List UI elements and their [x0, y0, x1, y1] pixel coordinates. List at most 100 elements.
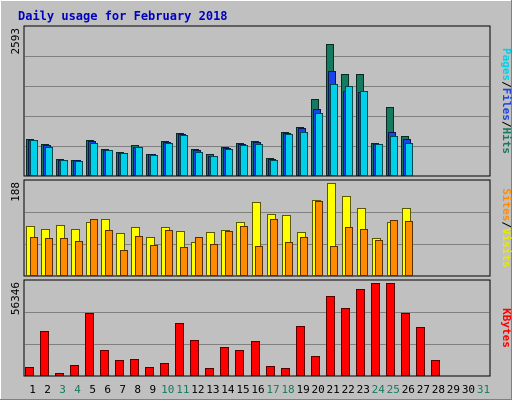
- bar-sites-day-21: [330, 246, 338, 276]
- x-tick-label-day-12: 12: [191, 383, 204, 396]
- bar-pages-day-3: [60, 160, 68, 176]
- bar-sites-day-15: [240, 226, 248, 276]
- x-tick-label-day-31: 31: [477, 383, 490, 396]
- legend-part: Pages: [500, 48, 512, 81]
- bar-kbytes-day-16: [251, 341, 260, 376]
- bar-sites-day-11: [180, 247, 188, 276]
- bar-sites-day-3: [60, 238, 68, 276]
- x-tick-label-day-23: 23: [357, 383, 370, 396]
- series-legend-label: KBytes: [500, 308, 512, 348]
- bar-pages-day-20: [315, 113, 323, 176]
- x-tick-label-day-13: 13: [206, 383, 219, 396]
- x-tick-label-day-15: 15: [236, 383, 249, 396]
- bar-sites-day-5: [90, 219, 98, 276]
- x-axis-labels: 1 2 3 4 5 6 7 8 9 10 11 12 13 14 15 16 17 18 19 20 21 22 23 24 2…: [29, 383, 490, 396]
- legend-part: Hits: [500, 128, 512, 155]
- bar-pages-day-1: [30, 140, 38, 176]
- x-tick-label-day-4: 4: [74, 383, 81, 396]
- series-sites: [30, 201, 413, 276]
- bar-pages-day-6: [105, 150, 113, 176]
- x-tick-label-day-11: 11: [176, 383, 189, 396]
- bar-kbytes-day-27: [416, 327, 425, 376]
- bar-kbytes-day-14: [220, 347, 229, 376]
- bar-kbytes-day-3: [55, 373, 64, 376]
- bar-sites-day-20: [315, 201, 323, 276]
- legend-part: Visits: [500, 228, 512, 268]
- bar-pages-day-22: [345, 86, 353, 176]
- x-tick-label-day-5: 5: [89, 383, 96, 396]
- bar-sites-day-10: [165, 230, 173, 276]
- series-legend-label: Pages/Files/Hits: [500, 48, 512, 154]
- bar-kbytes-day-21: [326, 296, 335, 376]
- bar-sites-day-19: [300, 237, 308, 276]
- x-tick-label-day-21: 21: [327, 383, 340, 396]
- bar-sites-day-9: [150, 245, 158, 276]
- bar-sites-day-22: [345, 227, 353, 276]
- chart-panel-3: 56346 KBytes: [9, 279, 512, 377]
- x-tick-label-day-3: 3: [59, 383, 66, 396]
- bar-sites-day-23: [360, 229, 368, 276]
- series-legend-label: Sites/Visits: [500, 188, 512, 268]
- x-tick-label-day-30: 30: [462, 383, 475, 396]
- x-tick-label-day-2: 2: [44, 383, 51, 396]
- x-tick-label-day-26: 26: [402, 383, 415, 396]
- x-tick-label-day-14: 14: [221, 383, 235, 396]
- bar-pages-day-14: [225, 149, 233, 176]
- bar-sites-day-14: [225, 231, 233, 276]
- bar-kbytes-day-1: [25, 367, 34, 376]
- bar-kbytes-day-18: [281, 368, 290, 376]
- bar-pages-day-24: [375, 144, 383, 176]
- bar-sites-day-16: [255, 246, 263, 276]
- x-tick-label-day-27: 27: [417, 383, 430, 396]
- x-tick-label-day-7: 7: [119, 383, 126, 396]
- chart-title: Daily usage for February 2018: [18, 9, 228, 23]
- bar-sites-day-12: [195, 237, 203, 276]
- bar-pages-day-5: [90, 143, 98, 176]
- x-tick-label-day-20: 20: [312, 383, 325, 396]
- bar-pages-day-2: [45, 147, 53, 176]
- bar-pages-day-9: [150, 155, 158, 176]
- bar-pages-day-16: [255, 144, 263, 176]
- bar-kbytes-day-25: [386, 283, 395, 376]
- bar-sites-day-24: [375, 240, 383, 276]
- bar-kbytes-day-17: [266, 366, 275, 376]
- legend-part: KBytes: [500, 308, 512, 348]
- bar-kbytes-day-20: [311, 356, 320, 376]
- bar-pages-day-23: [360, 91, 368, 176]
- bar-pages-day-4: [75, 161, 83, 176]
- x-tick-label-day-24: 24: [372, 383, 386, 396]
- bar-kbytes-day-8: [130, 359, 139, 376]
- bar-pages-day-12: [195, 152, 203, 176]
- bar-pages-day-15: [240, 145, 248, 176]
- bar-pages-day-7: [120, 153, 128, 176]
- series-kbytes: [25, 283, 440, 376]
- x-tick-label-day-17: 17: [266, 383, 279, 396]
- bar-sites-day-18: [285, 242, 293, 276]
- x-tick-label-day-1: 1: [29, 383, 36, 396]
- bar-kbytes-day-7: [115, 360, 124, 376]
- bar-sites-day-13: [210, 244, 218, 276]
- x-tick-label-day-9: 9: [149, 383, 156, 396]
- x-tick-label-day-16: 16: [251, 383, 264, 396]
- legend-part: /: [500, 81, 512, 88]
- bar-kbytes-day-23: [356, 289, 365, 376]
- y-max-label: 2593: [9, 28, 22, 55]
- bar-sites-day-26: [405, 221, 413, 276]
- x-tick-label-day-28: 28: [432, 383, 445, 396]
- bar-pages-day-11: [180, 135, 188, 176]
- bar-kbytes-day-24: [371, 283, 380, 376]
- bar-sites-day-25: [390, 220, 398, 276]
- x-tick-label-day-18: 18: [281, 383, 294, 396]
- bar-sites-day-2: [45, 238, 53, 276]
- bar-kbytes-day-11: [175, 323, 184, 376]
- x-tick-label-day-10: 10: [161, 383, 174, 396]
- bar-sites-day-4: [75, 241, 83, 276]
- bar-kbytes-day-28: [431, 360, 440, 376]
- bar-sites-day-7: [120, 250, 128, 276]
- x-tick-label-day-29: 29: [447, 383, 460, 396]
- y-max-label: 56346: [9, 282, 22, 315]
- bar-pages-day-21: [330, 84, 338, 176]
